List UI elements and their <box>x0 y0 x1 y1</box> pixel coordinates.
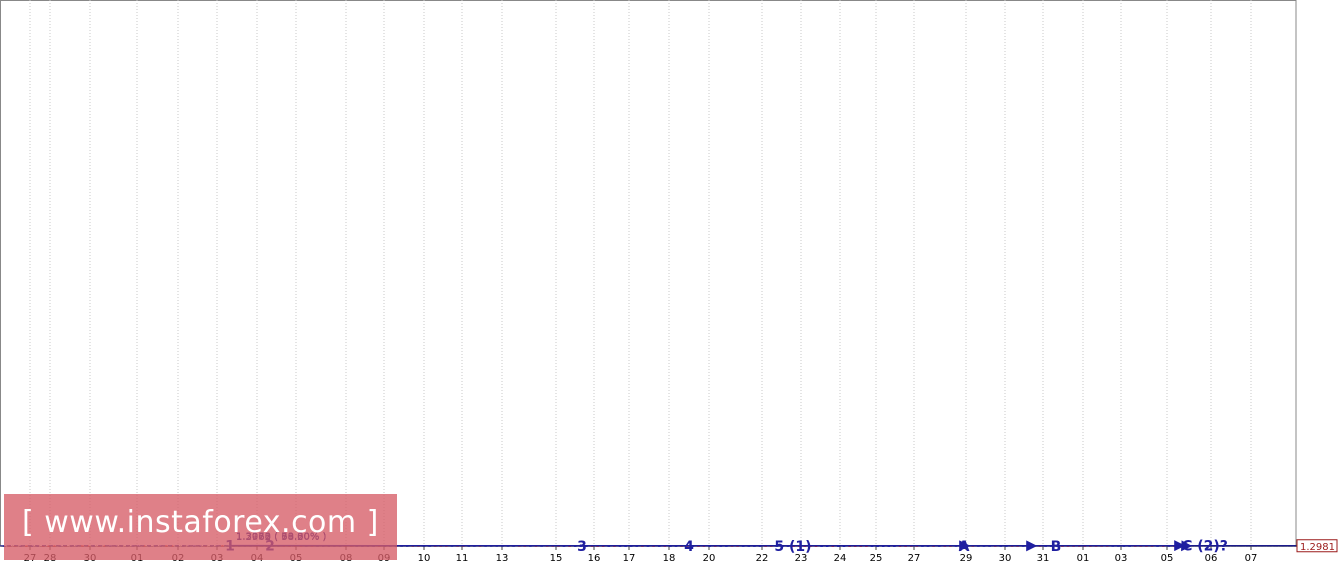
x-tick-label: 03 <box>1115 553 1128 563</box>
wave-label: 3 <box>577 539 587 555</box>
current-price-badge <box>1296 539 1338 553</box>
x-tick-label: 22 <box>756 553 769 563</box>
wave-label: C (2)? <box>1182 539 1228 555</box>
x-tick-label: 31 <box>1037 553 1050 563</box>
candle-body <box>1156 545 1159 547</box>
candle-body <box>607 545 611 547</box>
wave-label: A <box>959 539 970 555</box>
x-tick-label: 05 <box>1161 553 1174 563</box>
candle-body <box>876 545 879 547</box>
candle-body <box>579 545 583 547</box>
candle-body <box>1167 545 1171 547</box>
candle-body <box>590 545 594 547</box>
x-tick-label: 10 <box>418 553 431 563</box>
candle-body <box>573 545 577 547</box>
x-tick-label: 06 <box>1205 553 1218 563</box>
candle-body <box>1150 545 1154 547</box>
watermark-box: [ www.instaforex.com ] <box>4 494 397 560</box>
candle-body <box>870 545 874 547</box>
candle-body <box>1161 545 1165 547</box>
watermark-text: [ www.instaforex.com ] <box>22 505 379 540</box>
candle-body <box>568 545 571 547</box>
candle-body <box>887 545 891 547</box>
x-tick-label: 13 <box>496 553 509 563</box>
x-tick-label: 24 <box>834 553 847 563</box>
candle-body <box>562 545 566 547</box>
x-tick-label: 27 <box>908 553 921 563</box>
x-tick-label: 11 <box>456 553 469 563</box>
x-tick-label: 20 <box>703 553 716 563</box>
current-price-label: 1.2981 <box>1300 542 1335 553</box>
wave-label: B <box>1051 539 1062 555</box>
x-tick-label: 25 <box>870 553 883 563</box>
candle-body <box>596 545 599 547</box>
wave-label: 5 (1) <box>774 539 811 555</box>
x-tick-label: 23 <box>795 553 808 563</box>
x-tick-label: 29 <box>960 553 973 563</box>
x-tick-label: 16 <box>588 553 601 563</box>
plot-frame <box>0 0 1297 547</box>
x-tick-label: 18 <box>663 553 676 563</box>
candle-body <box>893 545 896 547</box>
wave-label: 4 <box>684 539 694 555</box>
candle-body <box>1139 545 1143 547</box>
candle-body <box>1145 545 1148 547</box>
x-tick-label: 30 <box>999 553 1012 563</box>
candle-body <box>585 545 588 547</box>
x-tick-label: 07 <box>1245 553 1258 563</box>
x-tick-label: 15 <box>550 553 563 563</box>
candle-body <box>601 545 605 547</box>
x-tick-label: 01 <box>1077 553 1090 563</box>
x-tick-label: 17 <box>623 553 636 563</box>
candle-body <box>881 545 885 547</box>
